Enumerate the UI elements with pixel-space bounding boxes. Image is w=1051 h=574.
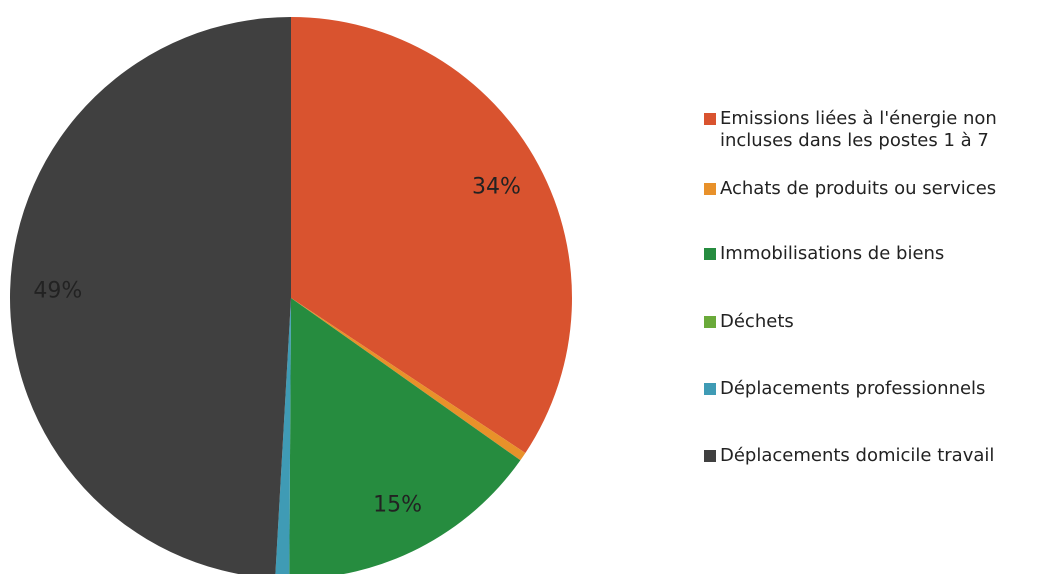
- legend-label: Achats de produits ou services: [720, 178, 997, 199]
- legend-item: Déchets: [704, 311, 1049, 333]
- pie-slice: [291, 17, 572, 454]
- data-label: 49%: [33, 278, 82, 303]
- legend-item: Déplacements professionnels: [704, 378, 1049, 400]
- legend-label: Immobilisations de biens: [720, 243, 945, 264]
- legend-label: Déplacements professionnels: [720, 378, 986, 399]
- legend-swatch: [704, 183, 716, 195]
- legend-swatch: [704, 113, 716, 125]
- legend-swatch: [704, 450, 716, 462]
- legend-item: Emissions liées à l'énergie non incluses…: [704, 108, 1049, 152]
- legend-item: Déplacements domicile travail: [704, 445, 1049, 467]
- legend-label: Déchets: [720, 311, 794, 332]
- legend-swatch: [704, 248, 716, 260]
- legend-swatch: [704, 316, 716, 328]
- pie-slice: [289, 298, 521, 574]
- data-label: 34%: [472, 175, 521, 200]
- legend-item: Achats de produits ou services: [704, 178, 1049, 200]
- pie-slice: [275, 298, 291, 574]
- legend-label: Déplacements domicile travail: [720, 445, 995, 466]
- legend-item: Immobilisations de biens: [704, 243, 1049, 265]
- pie-slice: [291, 298, 526, 461]
- legend-label: Emissions liées à l'énergie non incluses…: [720, 108, 997, 151]
- pie-slice: [9, 17, 291, 574]
- data-label: 15%: [373, 492, 422, 517]
- legend-swatch: [704, 383, 716, 395]
